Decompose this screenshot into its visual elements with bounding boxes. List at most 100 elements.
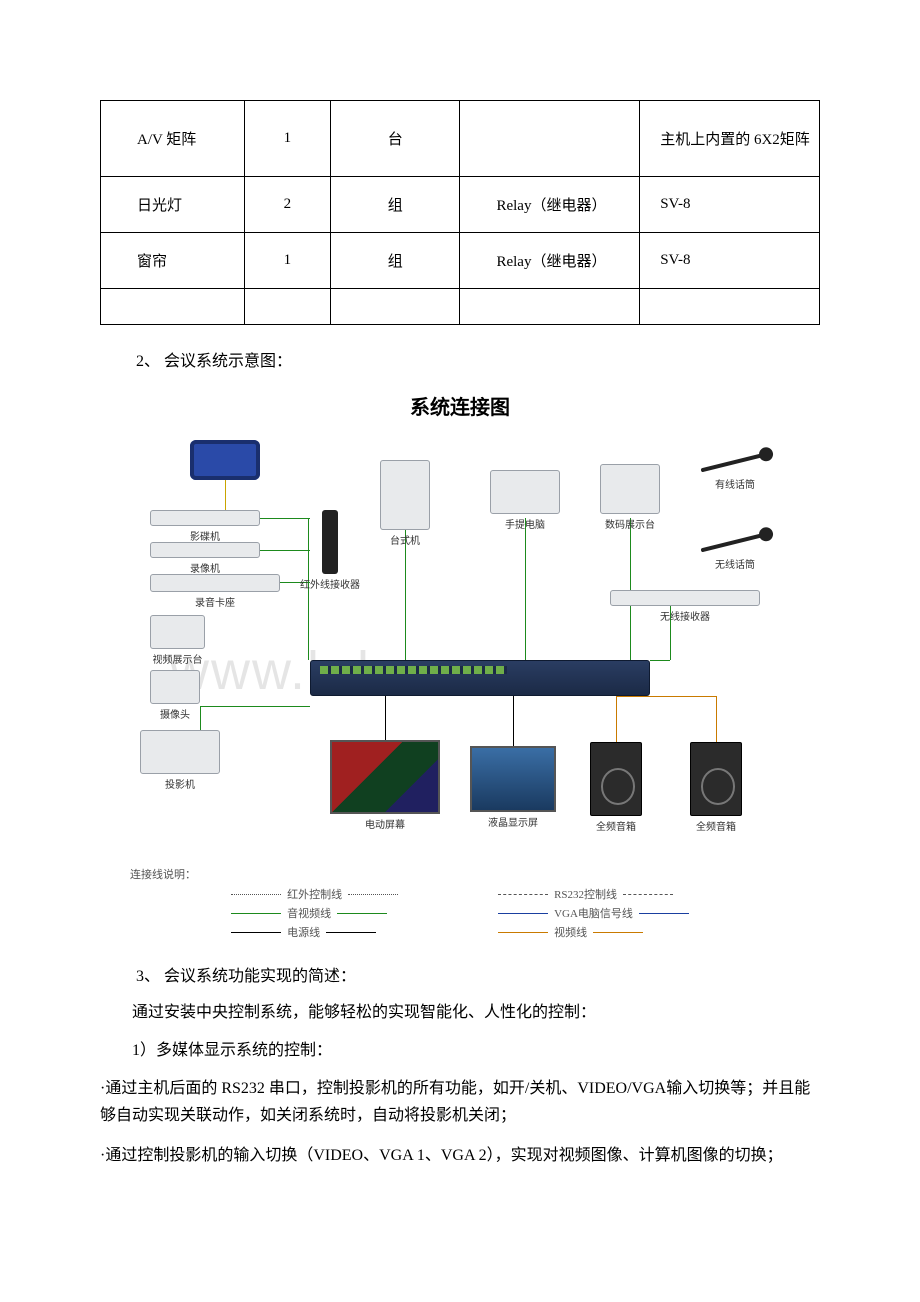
table-cell: 组 <box>331 233 460 289</box>
device-label: 手提电脑 <box>505 516 545 531</box>
table-cell: 主机上内置的 6X2矩阵 <box>640 101 820 177</box>
table-cell <box>244 289 330 325</box>
table-row: 窗帘1组Relay（继电器）SV-8 <box>101 233 820 289</box>
legend-row: VGA电脑信号线 <box>498 905 689 921</box>
wire <box>616 696 650 697</box>
device-box <box>322 510 338 574</box>
legend-label: 红外控制线 <box>287 886 342 902</box>
legend-row: 红外控制线 <box>231 886 398 902</box>
legend-col-left: 红外控制线音视频线电源线 <box>231 886 398 940</box>
table-cell <box>460 101 640 177</box>
wire <box>200 706 201 730</box>
device-tablet <box>190 440 260 480</box>
legend-line <box>593 932 643 933</box>
diagram-title: 系统连接图 <box>130 391 790 420</box>
table-cell: 1 <box>244 101 330 177</box>
device-box <box>380 460 430 530</box>
device-box <box>150 542 260 558</box>
device-projector: 投影机 <box>140 730 220 791</box>
table-row: 日光灯2组Relay（继电器）SV-8 <box>101 177 820 233</box>
legend-row: RS232控制线 <box>498 886 689 902</box>
device-box <box>150 670 200 704</box>
legend-line <box>231 894 281 895</box>
system-diagram: 系统连接图 www.bdocx.com 影碟机录像机录音卡座视频展示台摄像头投影… <box>130 391 790 940</box>
wire <box>616 696 617 742</box>
device-label: 录像机 <box>190 560 220 575</box>
legend-row: 音视频线 <box>231 905 398 921</box>
wire <box>650 696 716 697</box>
device-label: 全频音箱 <box>696 818 736 833</box>
device-label: 液晶显示屏 <box>488 814 538 829</box>
para-intro: 通过安装中央控制系统，能够轻松的实现智能化、人性化的控制： <box>100 1000 820 1026</box>
device-label: 视频展示台 <box>153 651 203 666</box>
legend-label: RS232控制线 <box>554 886 617 902</box>
wire <box>405 530 406 660</box>
table-cell: 台 <box>331 101 460 177</box>
legend-row: 电源线 <box>231 924 398 940</box>
device-label: 有线话筒 <box>715 476 755 491</box>
legend-line <box>498 913 548 914</box>
table-cell <box>640 289 820 325</box>
equipment-table: A/V 矩阵1台主机上内置的 6X2矩阵日光灯2组Relay（继电器）SV-8窗… <box>100 100 820 325</box>
legend-title: 连接线说明： <box>130 866 790 882</box>
wire <box>650 660 670 661</box>
section-heading-2: 2、 会议系统示意图： <box>136 347 820 371</box>
section-heading-3: 3、 会议系统功能实现的简述： <box>136 962 820 986</box>
device-box <box>600 464 660 514</box>
device-label: 数码展示台 <box>605 516 655 531</box>
legend-line <box>231 932 281 933</box>
device-label: 录音卡座 <box>195 594 235 609</box>
table-cell: 组 <box>331 177 460 233</box>
legend-line <box>623 894 673 895</box>
device-box <box>690 742 742 816</box>
device-deck: 录音卡座 <box>150 574 280 609</box>
device-pc: 台式机 <box>380 460 430 547</box>
device-screen: 电动屏幕 <box>330 740 440 831</box>
legend-line <box>639 913 689 914</box>
wire <box>525 518 526 660</box>
table-cell: Relay（继电器） <box>460 233 640 289</box>
device-label: 全频音箱 <box>596 818 636 833</box>
legend-line <box>231 913 281 914</box>
device-label: 投影机 <box>165 776 195 791</box>
table-cell: 1 <box>244 233 330 289</box>
device-vcr: 录像机 <box>150 542 260 575</box>
device-box <box>610 590 760 606</box>
table-row <box>101 289 820 325</box>
legend: 连接线说明： 红外控制线音视频线电源线 RS232控制线 VGA电脑信号线视频线 <box>130 866 790 940</box>
para-bullet2: ·通过控制投影机的输入切换（VIDEO、VGA 1、VGA 2），实现对视频图像… <box>100 1142 820 1169</box>
wire <box>513 696 514 746</box>
wire <box>385 696 386 740</box>
table-cell: A/V 矩阵 <box>101 101 245 177</box>
device-label: 摄像头 <box>160 706 190 721</box>
table-cell <box>460 289 640 325</box>
legend-label: 电源线 <box>287 924 320 940</box>
device-doc_cam: 数码展示台 <box>600 464 660 531</box>
legend-line <box>498 932 548 933</box>
legend-line <box>498 894 548 895</box>
para-bullet1: ·通过主机后面的 RS232 串口，控制投影机的所有功能，如开/关机、VIDEO… <box>100 1075 820 1129</box>
device-box <box>590 742 642 816</box>
device-box <box>140 730 220 774</box>
device-wrx: 无线接收器 <box>610 590 760 623</box>
device-box <box>150 574 280 592</box>
legend-line <box>337 913 387 914</box>
legend-row: 视频线 <box>498 924 689 940</box>
table-cell: SV-8 <box>640 177 820 233</box>
table-cell: SV-8 <box>640 233 820 289</box>
device-box <box>150 615 205 649</box>
device-box <box>490 470 560 514</box>
device-box <box>470 746 556 812</box>
device-label: 无线话筒 <box>715 556 755 571</box>
device-box <box>190 440 260 480</box>
device-laptop: 手提电脑 <box>490 470 560 531</box>
legend-label: 音视频线 <box>287 905 331 921</box>
device-mic_wired: 有线话筒 <box>700 450 770 491</box>
device-label: 红外线接收器 <box>300 576 360 591</box>
legend-line <box>326 932 376 933</box>
table-cell: 2 <box>244 177 330 233</box>
device-box <box>150 510 260 526</box>
device-spk_l: 全频音箱 <box>590 742 642 833</box>
diagram-canvas: www.bdocx.com 影碟机录像机录音卡座视频展示台摄像头投影机红外线接收… <box>130 430 790 860</box>
wire <box>716 696 717 742</box>
